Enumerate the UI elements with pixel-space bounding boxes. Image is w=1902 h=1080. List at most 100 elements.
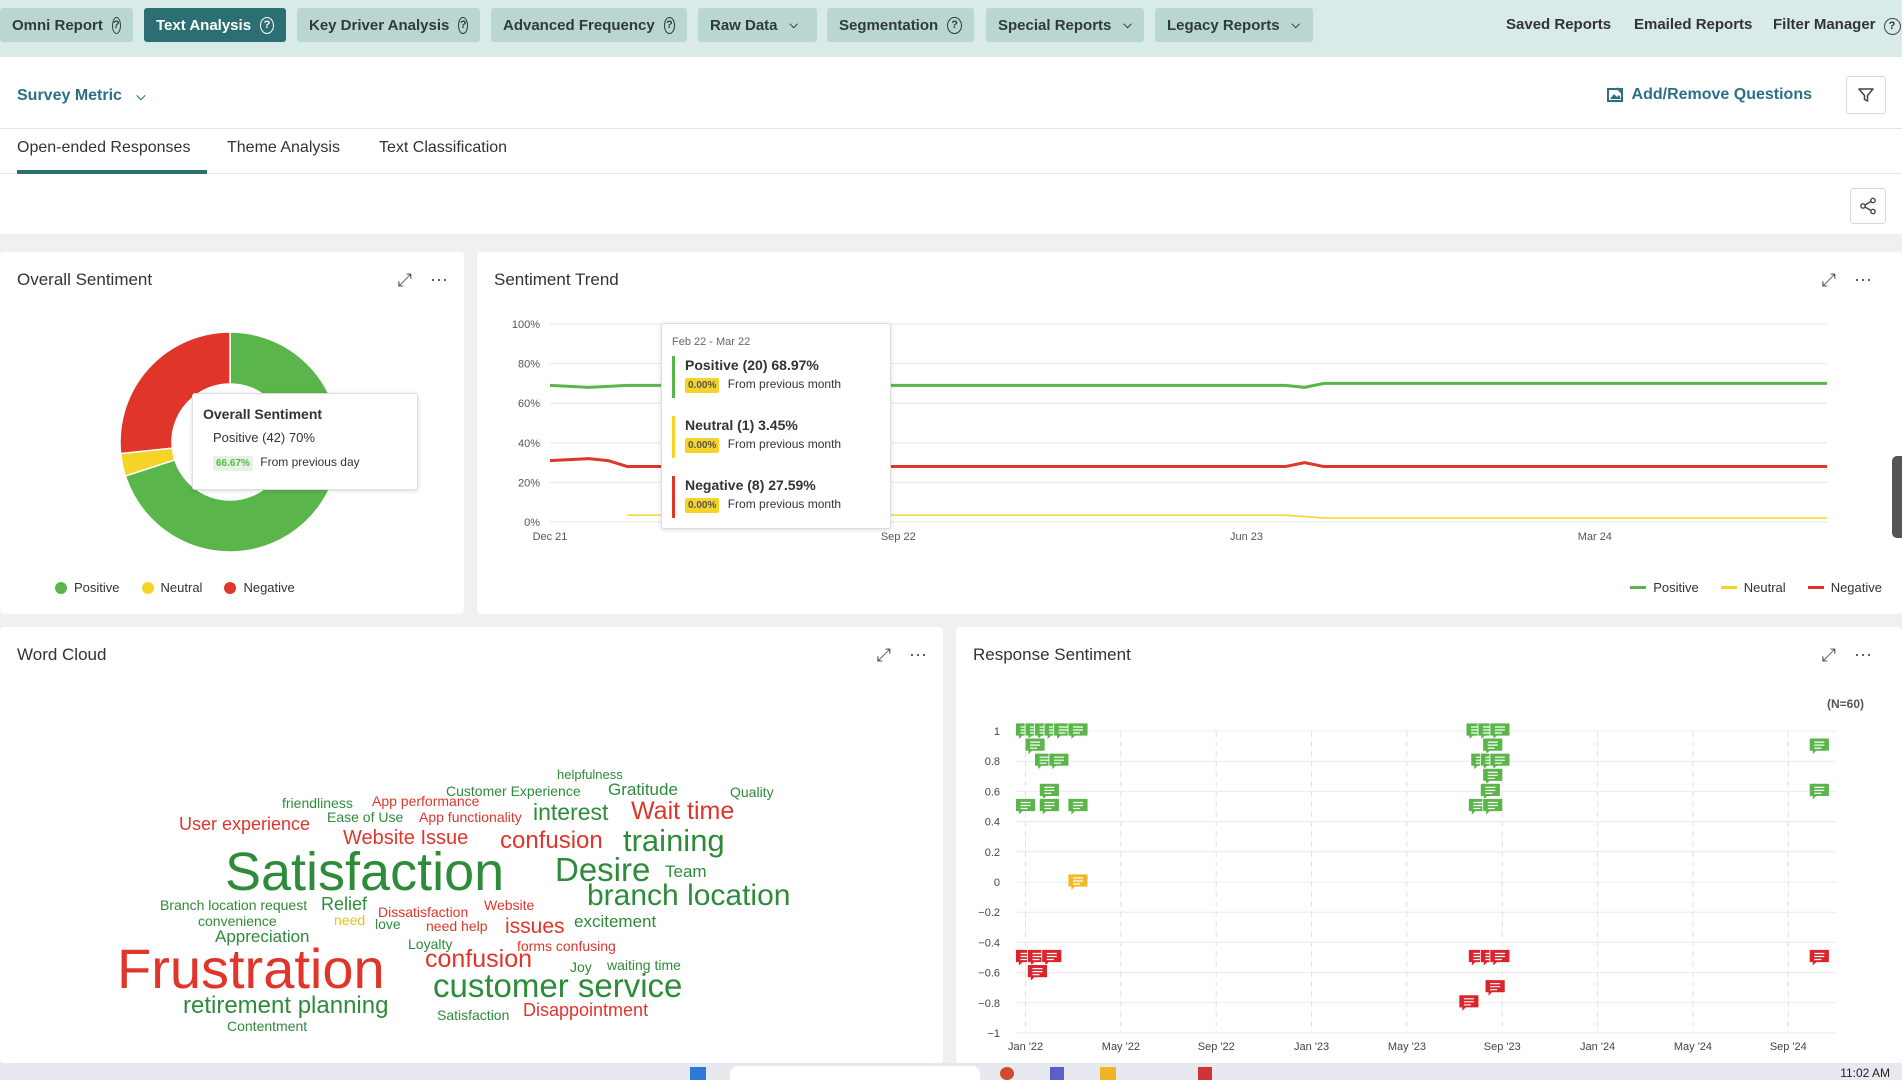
folder-icon[interactable]: [1100, 1067, 1116, 1080]
word-cloud-word[interactable]: Desire: [555, 851, 651, 888]
nav-tab-special-reports[interactable]: Special Reports ⌵: [986, 8, 1144, 42]
response-point-chat-icon[interactable]: [1041, 949, 1063, 968]
response-point-chat-icon[interactable]: [1489, 752, 1511, 772]
response-point-chat-icon[interactable]: [1067, 722, 1089, 741]
word-cloud-word[interactable]: Gratitude: [608, 780, 678, 799]
series-line-neutral[interactable]: [627, 514, 1827, 519]
response-point-chat-icon[interactable]: [1067, 873, 1089, 892]
help-icon[interactable]: ?: [663, 16, 675, 34]
word-cloud-word[interactable]: need: [334, 912, 366, 928]
expand-icon[interactable]: ⤢: [397, 270, 412, 290]
app-icon[interactable]: [1198, 1067, 1212, 1080]
help-icon[interactable]: ?: [458, 16, 468, 34]
help-icon[interactable]: ?: [111, 16, 121, 34]
nav-tab-key-driver-analysis[interactable]: Key Driver Analysis?: [297, 8, 480, 42]
response-point-chat-icon[interactable]: [1479, 782, 1501, 802]
legend-positive[interactable]: Positive: [55, 580, 120, 595]
legend-neutral[interactable]: Neutral: [1720, 580, 1786, 595]
word-cloud-word[interactable]: Satisfaction: [437, 1007, 510, 1023]
nav-link-emailed-reports[interactable]: Emailed Reports: [1634, 16, 1752, 33]
word-cloud-word[interactable]: Joy: [570, 959, 592, 975]
tab-text-classification[interactable]: Text Classification: [379, 139, 508, 156]
response-point-chat-icon[interactable]: [1484, 979, 1506, 998]
word-cloud-word[interactable]: Loyalty: [408, 936, 453, 952]
word-cloud-word[interactable]: Branch location request: [160, 897, 308, 913]
word-cloud-word[interactable]: Frustration: [117, 937, 385, 1000]
help-icon[interactable]: ?: [260, 16, 274, 34]
legend-positive[interactable]: Positive: [1630, 580, 1699, 595]
chevron-down-icon[interactable]: ⌵: [789, 18, 798, 31]
response-point-chat-icon[interactable]: [1015, 798, 1036, 817]
word-cloud-word[interactable]: App functionality: [419, 809, 522, 825]
teams-icon[interactable]: [1050, 1067, 1064, 1080]
response-point-chat-icon[interactable]: [1027, 964, 1048, 983]
survey-metric-dropdown[interactable]: Survey Metric ⌵: [17, 87, 146, 105]
word-cloud-word[interactable]: branch location: [587, 879, 791, 912]
response-point-chat-icon[interactable]: [1808, 782, 1830, 802]
response-point-chat-icon[interactable]: [1482, 798, 1504, 817]
response-point-chat-icon[interactable]: [1038, 798, 1060, 817]
more-options-icon[interactable]: ⋯: [430, 270, 448, 290]
help-icon[interactable]: ?: [947, 16, 962, 34]
word-cloud-word[interactable]: Team: [665, 862, 707, 881]
nav-tab-legacy-reports[interactable]: Legacy Reports ⌵: [1155, 8, 1313, 42]
word-cloud-word[interactable]: Dissatisfaction: [378, 904, 469, 920]
word-cloud-word[interactable]: forms confusing: [517, 938, 616, 954]
nav-tab-segmentation[interactable]: Segmentation?: [827, 8, 974, 42]
response-point-chat-icon[interactable]: [1067, 798, 1089, 817]
word-cloud-word[interactable]: Contentment: [227, 1018, 308, 1034]
nav-tab-advanced-frequency[interactable]: Advanced Frequency?: [491, 8, 687, 42]
help-icon[interactable]: ?: [1883, 17, 1901, 35]
nav-tab-omni-report[interactable]: Omni Report?: [0, 8, 133, 42]
more-options-icon[interactable]: ⋯: [1854, 645, 1872, 665]
tab-open-ended-responses[interactable]: Open-ended Responses: [17, 139, 207, 174]
chrome-icon[interactable]: [1000, 1067, 1014, 1080]
more-options-icon[interactable]: ⋯: [1854, 270, 1872, 290]
response-point-chat-icon[interactable]: [1048, 752, 1070, 772]
chevron-down-icon[interactable]: ⌵: [1291, 18, 1300, 31]
word-cloud-word[interactable]: User experience: [179, 814, 311, 834]
windows-start-icon[interactable]: [690, 1067, 706, 1080]
response-point-chat-icon[interactable]: [1038, 782, 1060, 802]
word-cloud-word[interactable]: Website Issue: [343, 827, 469, 849]
word-cloud-word[interactable]: Wait time: [631, 797, 735, 825]
word-cloud-word[interactable]: Ease of Use: [327, 809, 404, 825]
legend-negative[interactable]: Negative: [1807, 580, 1882, 595]
add-remove-questions-button[interactable]: Add/Remove Questions: [1606, 86, 1812, 104]
word-cloud-word[interactable]: confusion: [425, 945, 533, 973]
pie-slice-negative[interactable]: [120, 332, 231, 455]
word-cloud-word[interactable]: convenience: [198, 913, 277, 929]
word-cloud-word[interactable]: friendliness: [282, 795, 353, 811]
response-point-chat-icon[interactable]: [1808, 737, 1830, 757]
word-cloud-word[interactable]: Relief: [321, 894, 368, 914]
legend-neutral[interactable]: Neutral: [141, 580, 202, 595]
word-cloud-word[interactable]: customer service: [433, 967, 683, 1004]
more-options-icon[interactable]: ⋯: [909, 645, 927, 665]
expand-icon[interactable]: ⤢: [1821, 645, 1836, 665]
expand-icon[interactable]: ⤢: [876, 645, 891, 665]
response-point-chat-icon[interactable]: [1482, 767, 1504, 787]
filter-button[interactable]: [1846, 76, 1886, 114]
word-cloud-word[interactable]: Website: [484, 897, 535, 913]
word-cloud-word[interactable]: love: [375, 916, 401, 932]
chevron-down-icon[interactable]: ⌵: [1123, 18, 1132, 31]
share-button[interactable]: [1850, 188, 1886, 224]
word-cloud-word[interactable]: excitement: [574, 912, 657, 931]
nav-link-filter-manager[interactable]: Filter Manager?: [1773, 16, 1901, 35]
word-cloud-word[interactable]: waiting time: [607, 957, 681, 973]
nav-tab-raw-data[interactable]: Raw Data ⌵: [698, 8, 817, 42]
word-cloud-word[interactable]: need help: [426, 918, 488, 934]
word-cloud-word[interactable]: Appreciation: [215, 927, 310, 946]
word-cloud-word[interactable]: Disappointment: [523, 1000, 649, 1020]
word-cloud-word[interactable]: issues: [505, 915, 565, 938]
word-cloud-word[interactable]: helpfulness: [557, 767, 623, 782]
word-cloud-word[interactable]: Satisfaction: [225, 842, 505, 902]
word-cloud-word[interactable]: Customer Experience: [446, 783, 581, 799]
taskbar-search[interactable]: [730, 1066, 980, 1080]
response-point-chat-icon[interactable]: [1482, 737, 1504, 757]
response-point-chat-icon[interactable]: [1024, 737, 1046, 757]
expand-icon[interactable]: ⤢: [1821, 270, 1836, 290]
nav-link-saved-reports[interactable]: Saved Reports: [1506, 16, 1611, 33]
word-cloud-word[interactable]: training: [623, 823, 725, 858]
side-drawer-handle[interactable]: [1892, 456, 1902, 538]
